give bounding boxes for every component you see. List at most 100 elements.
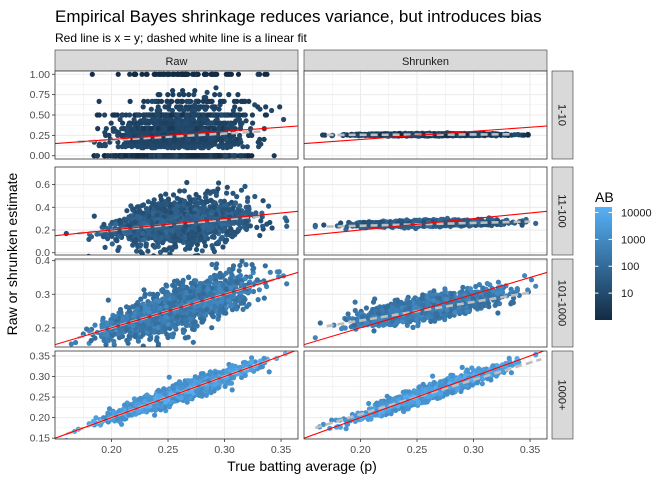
data-point bbox=[108, 120, 114, 126]
data-point bbox=[238, 153, 244, 159]
facet-strip-label: 101-1000 bbox=[556, 280, 568, 327]
identity-reference-line bbox=[55, 125, 298, 145]
data-point bbox=[198, 120, 204, 126]
data-point bbox=[218, 136, 224, 142]
data-point bbox=[132, 71, 138, 77]
data-point bbox=[149, 143, 155, 149]
data-point bbox=[200, 136, 206, 142]
data-point bbox=[227, 122, 233, 128]
data-point bbox=[175, 120, 181, 126]
data-point bbox=[244, 144, 250, 150]
data-point bbox=[264, 71, 270, 77]
data-point bbox=[320, 132, 326, 138]
data-point bbox=[242, 112, 248, 118]
data-point bbox=[156, 153, 162, 159]
data-point bbox=[127, 98, 133, 104]
scatter-points bbox=[55, 71, 298, 159]
data-point bbox=[102, 143, 108, 149]
data-point bbox=[230, 153, 236, 159]
data-point bbox=[173, 136, 179, 142]
data-point bbox=[102, 129, 108, 136]
data-point bbox=[95, 126, 101, 132]
data-point bbox=[226, 92, 232, 98]
data-point bbox=[115, 129, 122, 136]
data-point bbox=[184, 126, 190, 132]
data-point bbox=[224, 237, 230, 243]
scatter-points bbox=[304, 125, 547, 145]
data-point bbox=[103, 126, 109, 132]
data-point bbox=[169, 107, 175, 114]
facet-strip-label: Shrunken bbox=[402, 56, 449, 68]
scatter-points bbox=[55, 179, 298, 255]
data-point bbox=[102, 244, 108, 250]
data-point bbox=[269, 107, 275, 114]
data-point bbox=[186, 98, 192, 104]
data-point bbox=[119, 126, 125, 132]
data-point bbox=[194, 153, 200, 159]
data-point bbox=[178, 98, 184, 104]
data-point bbox=[235, 141, 241, 147]
panel-shrunken-1-10 bbox=[303, 70, 548, 160]
data-point bbox=[202, 153, 208, 159]
data-point bbox=[127, 71, 133, 77]
data-point bbox=[214, 120, 220, 126]
data-point bbox=[161, 112, 167, 118]
data-point bbox=[157, 141, 164, 147]
data-point bbox=[127, 122, 133, 128]
linear-fit-line bbox=[77, 129, 265, 144]
data-point bbox=[169, 153, 175, 159]
data-point bbox=[202, 106, 208, 112]
data-point bbox=[228, 144, 234, 150]
data-point bbox=[170, 92, 176, 98]
data-point bbox=[166, 126, 172, 132]
data-point bbox=[166, 141, 172, 147]
data-point bbox=[186, 104, 192, 110]
data-point bbox=[106, 132, 112, 138]
data-point bbox=[212, 153, 218, 159]
data-point bbox=[246, 132, 252, 138]
data-point bbox=[115, 71, 121, 77]
data-point bbox=[171, 126, 177, 132]
data-point bbox=[137, 120, 143, 126]
data-point bbox=[260, 198, 266, 204]
facet-panels: Raw Shrunken1-1011-100101-10001000+0.000.… bbox=[30, 49, 574, 456]
y-tick-label: 0.50 bbox=[30, 110, 51, 122]
facet-strip-row-1-10 bbox=[551, 70, 574, 160]
data-point bbox=[165, 92, 171, 98]
data-point bbox=[201, 71, 207, 77]
data-point bbox=[249, 112, 255, 118]
data-point bbox=[157, 107, 163, 114]
data-point bbox=[102, 112, 108, 118]
data-point bbox=[174, 126, 180, 132]
data-point bbox=[184, 112, 190, 118]
data-point bbox=[189, 71, 196, 77]
data-point bbox=[224, 144, 230, 150]
data-point bbox=[210, 112, 216, 118]
data-point bbox=[220, 145, 226, 151]
data-point bbox=[240, 144, 246, 150]
data-point bbox=[235, 92, 241, 98]
data-point bbox=[192, 88, 198, 94]
data-point bbox=[277, 104, 283, 110]
data-point bbox=[192, 102, 198, 108]
data-point bbox=[141, 98, 147, 104]
data-point bbox=[170, 144, 176, 150]
data-point bbox=[218, 112, 224, 118]
data-point bbox=[135, 112, 141, 118]
data-point bbox=[148, 106, 154, 112]
data-point bbox=[124, 128, 130, 134]
data-point bbox=[165, 104, 171, 110]
data-point bbox=[169, 120, 175, 126]
data-point bbox=[131, 126, 137, 132]
data-point bbox=[196, 106, 202, 112]
data-point bbox=[152, 71, 158, 77]
data-point bbox=[237, 106, 243, 112]
data-point bbox=[213, 85, 219, 91]
chart-subtitle: Red line is x = y; dashed white line is … bbox=[55, 31, 307, 45]
data-point bbox=[126, 153, 132, 159]
data-point bbox=[174, 144, 180, 150]
data-point bbox=[257, 232, 263, 239]
data-point bbox=[175, 112, 181, 118]
data-point bbox=[163, 191, 169, 197]
